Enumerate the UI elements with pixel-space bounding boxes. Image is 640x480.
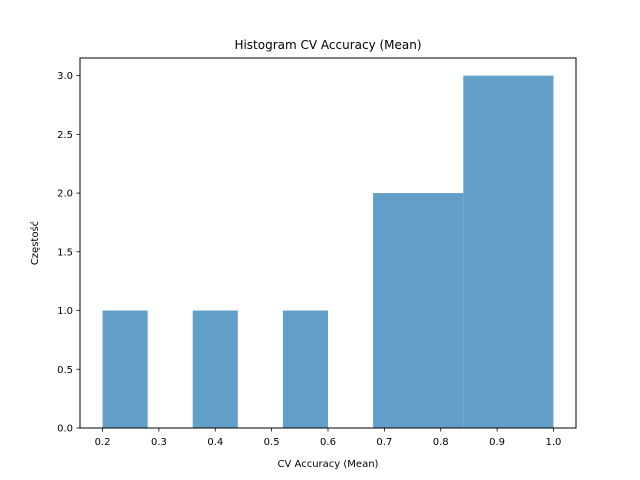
x-tick-label: 0.6 (320, 437, 336, 448)
y-tick-label: 0.5 (57, 365, 73, 376)
histogram-bar-7 (463, 75, 554, 428)
x-tick-label: 0.3 (151, 437, 167, 448)
x-tick-label: 0.9 (489, 437, 505, 448)
y-axis: 0.0 0.5 1.0 1.5 2.0 2.5 3.0 (57, 71, 80, 435)
x-tick-label: 0.4 (207, 437, 223, 448)
y-axis-title: Częstość (29, 221, 41, 265)
y-tick-label: 2.0 (57, 189, 73, 200)
histogram-bar-4 (282, 310, 328, 428)
y-tick-label: 2.5 (57, 130, 73, 141)
chart-title: Histogram CV Accuracy (Mean) (234, 38, 421, 52)
x-tick-label: 0.7 (376, 437, 392, 448)
x-tick-label: 0.2 (95, 437, 111, 448)
y-tick-label: 0.0 (57, 424, 73, 435)
histogram-bar-6 (373, 193, 464, 428)
histogram-bar-2 (192, 310, 238, 428)
x-tick-label: 0.5 (264, 437, 280, 448)
y-tick-label: 1.0 (57, 306, 73, 317)
histogram-bar-0 (102, 310, 148, 428)
bars-group (102, 75, 554, 428)
x-axis: 0.2 0.3 0.4 0.5 0.6 0.7 0.8 0.9 1.0 (95, 428, 562, 448)
x-tick-label: 0.8 (433, 437, 449, 448)
x-axis-title: CV Accuracy (Mean) (278, 459, 379, 470)
y-tick-label: 1.5 (57, 247, 73, 258)
y-tick-label: 3.0 (57, 71, 73, 82)
x-tick-label: 1.0 (546, 437, 562, 448)
